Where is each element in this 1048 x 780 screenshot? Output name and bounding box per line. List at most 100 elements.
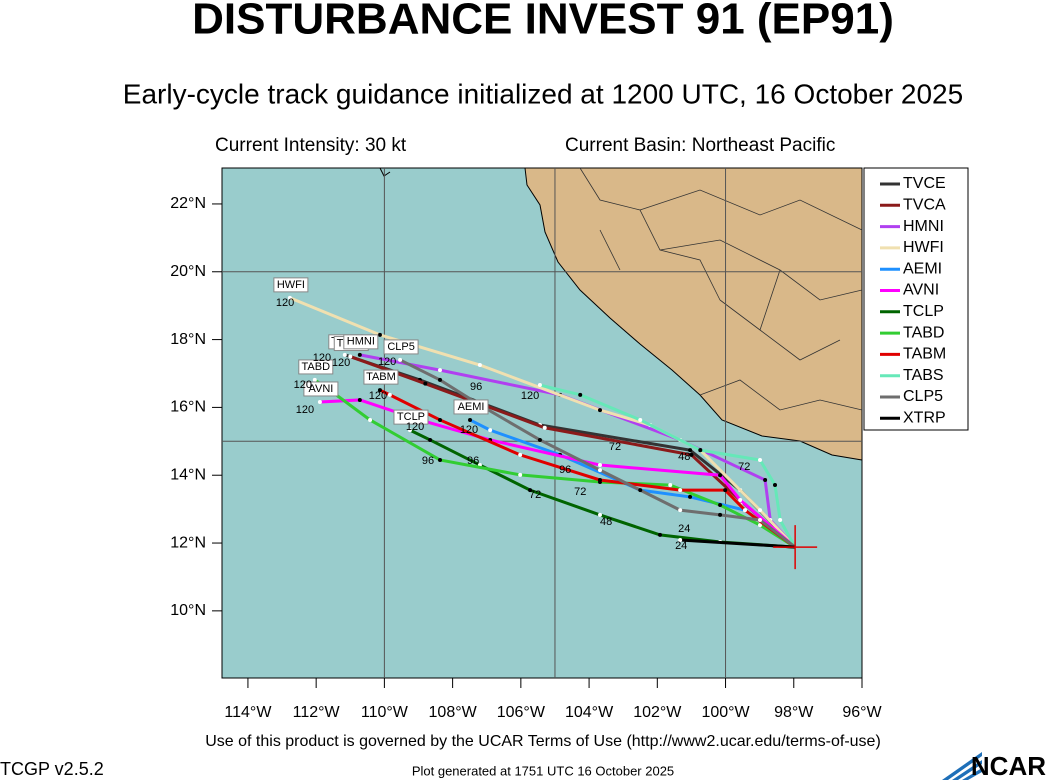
track-label-box [453,399,489,415]
y-tick-label: 14°N [170,466,206,483]
track-point [287,295,292,300]
x-tick-label: 114°W [224,704,272,721]
track-point [678,508,683,513]
track-point [668,483,673,488]
legend-label: TABS [903,367,944,384]
x-tick-label: 98°W [774,704,814,721]
y-tick-label: 22°N [170,195,206,212]
track-point [387,392,392,397]
hour-label: 120 [294,379,312,391]
track-point [398,357,403,362]
x-tick-label: 110°W [361,704,409,721]
track-point [348,354,353,359]
track-label: TCLP [397,411,425,423]
track-point [688,494,693,499]
track-label-box [383,339,419,355]
y-tick-label: 18°N [170,331,206,348]
track-point [428,437,433,442]
hour-label: 24 [675,540,687,552]
x-tick-label: 108°W [429,704,478,721]
track-point [357,352,362,357]
track-point [757,517,762,522]
track-label-box [393,409,429,425]
legend-label: TABD [903,324,944,341]
legend-box [863,167,969,431]
x-tick-label: 106°W [497,704,546,721]
track-point [312,377,317,382]
track-point [698,448,703,453]
track-point [528,488,533,493]
hour-label: 72 [609,441,621,453]
version: TCGP v2.5.2 [0,759,104,779]
track-point [578,392,583,397]
track-point [437,417,442,422]
legend-label: TVCE [903,175,946,192]
generated: Plot generated at 1751 UTC 16 October 20… [412,763,674,778]
track-point [638,417,643,422]
state-borders [579,167,863,411]
track-point [477,363,482,368]
current-basin: Current Basin: Northeast Pacific [565,135,835,156]
track-point [718,503,723,508]
hour-label: 96 [559,464,571,476]
track-label-box [343,334,379,350]
track-point [518,452,523,457]
tracks [287,295,818,570]
track-label: HWFI [277,279,305,291]
x-tick-label: 104°W [565,704,614,721]
land [524,167,863,461]
track-point [757,523,762,528]
y-tick-label: 12°N [170,534,206,551]
track-label: HMNI [347,336,375,348]
logo-mark [942,752,982,780]
hour-label: 72 [574,486,586,498]
track-point [468,417,473,422]
title: DISTURBANCE INVEST 91 (EP91) [192,0,894,44]
track-point [688,448,693,453]
track-point [537,383,542,388]
track-point [357,397,362,402]
legend: TVCE TVCA HMNI HWFI AEMI AVNI TCLP TABD TABM TABS… [880,175,946,427]
track-point [597,512,602,517]
legend-label: XTRP [903,410,946,427]
track-labels: TVCETVCAHMNIHWFIAEMIAVNITCLPTABDTABMCLP5… [273,277,750,552]
track-point [678,488,683,493]
track-point [437,457,442,462]
x-tick-label: 100°W [701,704,750,721]
legend-label: HMNI [903,218,944,235]
track-point [678,537,683,542]
track-point [718,512,723,517]
hour-label: 120 [296,404,314,416]
hour-label: 96 [467,455,479,467]
track-point [757,457,762,462]
legend-label: TCLP [903,303,944,320]
track-point [423,381,428,386]
track-point [542,425,547,430]
track-point [437,368,442,373]
current-position [773,525,818,570]
y-tick-label: 10°N [170,602,206,619]
hour-label: 120 [460,424,478,436]
track-label: CLP5 [387,341,415,353]
hour-label: 48 [678,451,690,463]
track-point [597,463,602,468]
track-point [437,377,442,382]
track-point [718,473,723,478]
track [319,398,797,549]
y-tick-label: 16°N [170,399,206,416]
track [399,358,797,549]
hour-label: 96 [422,455,434,467]
hour-label: 120 [406,421,424,433]
hour-label: 48 [600,516,612,528]
track [680,538,796,549]
track-label-box [363,369,399,385]
legend-label: HWFI [903,239,944,256]
hour-label: 24 [678,523,690,535]
hour-label: 72 [529,489,541,501]
track-label-box [303,381,339,397]
hour-label: 120 [313,352,331,364]
legend-label: TABM [903,346,946,363]
track-point [518,472,523,477]
subtitle: Early-cycle track guidance initialized a… [123,78,963,109]
x-tick-label: 96°W [842,704,882,721]
